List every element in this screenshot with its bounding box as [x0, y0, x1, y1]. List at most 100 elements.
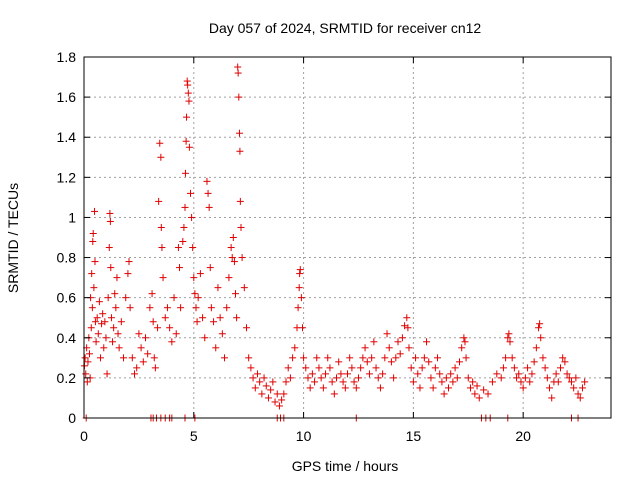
- data-point: [235, 129, 243, 137]
- data-point: [311, 378, 319, 386]
- data-point: [304, 374, 312, 382]
- data-point: [95, 298, 103, 306]
- data-point: [128, 354, 136, 362]
- data-point: [440, 390, 448, 398]
- data-point: [104, 294, 112, 302]
- data-point: [461, 338, 469, 346]
- data-point: [183, 113, 191, 121]
- data-point: [484, 390, 492, 398]
- data-point: [528, 370, 536, 378]
- data-point: [179, 238, 187, 246]
- data-point: [464, 374, 472, 382]
- data-point: [434, 354, 442, 362]
- data-point: [354, 374, 362, 382]
- data-point: [317, 374, 325, 382]
- data-point: [168, 338, 176, 346]
- data-point: [133, 364, 141, 372]
- data-point: [218, 330, 226, 338]
- data-point: [161, 314, 169, 322]
- data-point: [94, 330, 102, 338]
- data-point: [286, 374, 294, 382]
- data-point: [221, 354, 229, 362]
- data-point: [156, 139, 164, 147]
- data-point: [223, 304, 231, 312]
- data-point: [519, 384, 527, 392]
- data-point: [387, 358, 395, 366]
- grid-lines: [84, 57, 611, 418]
- data-point: [253, 370, 261, 378]
- data-point: [181, 203, 189, 211]
- data-point: [458, 344, 466, 352]
- data-point: [488, 378, 496, 386]
- data-point: [346, 354, 354, 362]
- data-point: [189, 244, 197, 252]
- data-point: [91, 207, 99, 215]
- data-point: [480, 386, 488, 394]
- data-point: [416, 384, 424, 392]
- data-point: [308, 370, 316, 378]
- data-point: [546, 384, 554, 392]
- data-point: [194, 294, 202, 302]
- data-point: [144, 350, 152, 358]
- data-point: [429, 384, 437, 392]
- data-point: [204, 189, 212, 197]
- data-point: [306, 384, 314, 392]
- data-point: [188, 213, 196, 221]
- data-point: [554, 378, 562, 386]
- data-point: [396, 350, 404, 358]
- data-point: [106, 217, 114, 225]
- data-point: [126, 304, 134, 312]
- data-point: [296, 270, 304, 278]
- data-point: [193, 318, 201, 326]
- data-point: [177, 304, 185, 312]
- data-point: [390, 374, 398, 382]
- data-point: [185, 97, 193, 105]
- data-point: [526, 378, 534, 386]
- data-point: [453, 374, 461, 382]
- data-point: [298, 324, 306, 332]
- data-point: [120, 354, 128, 362]
- data-point: [207, 304, 215, 312]
- data-point: [139, 358, 147, 366]
- data-point: [249, 374, 257, 382]
- data-point: [148, 290, 156, 298]
- data-point: [88, 270, 96, 278]
- data-point: [163, 304, 171, 312]
- data-point: [90, 284, 98, 292]
- data-point: [294, 304, 302, 312]
- data-point: [151, 364, 159, 372]
- data-point: [548, 394, 556, 402]
- data-point: [502, 354, 510, 362]
- y-tick-label: 1.6: [57, 89, 77, 105]
- data-point: [227, 244, 235, 252]
- data-point: [271, 398, 279, 406]
- data-point: [348, 364, 356, 372]
- data-point: [199, 314, 207, 322]
- data-point: [91, 318, 99, 326]
- data-point: [559, 354, 567, 362]
- data-point: [184, 81, 192, 89]
- data-point: [572, 374, 580, 382]
- data-point: [493, 370, 501, 378]
- data-point: [449, 378, 457, 386]
- data-point: [506, 338, 514, 346]
- data-point: [232, 290, 240, 298]
- data-point: [236, 197, 244, 205]
- data-point: [381, 354, 389, 362]
- data-point: [242, 324, 250, 332]
- data-point: [258, 390, 266, 398]
- data-point: [280, 390, 288, 398]
- data-point: [192, 304, 200, 312]
- data-point: [409, 378, 417, 386]
- data-point: [89, 229, 97, 237]
- data-point: [407, 364, 415, 372]
- data-point: [361, 344, 369, 352]
- data-point: [335, 358, 343, 366]
- data-point: [149, 318, 157, 326]
- data-point: [111, 290, 119, 298]
- data-point: [238, 254, 246, 262]
- data-point: [445, 384, 453, 392]
- data-point: [210, 318, 218, 326]
- data-point: [296, 266, 304, 274]
- data-point: [370, 338, 378, 346]
